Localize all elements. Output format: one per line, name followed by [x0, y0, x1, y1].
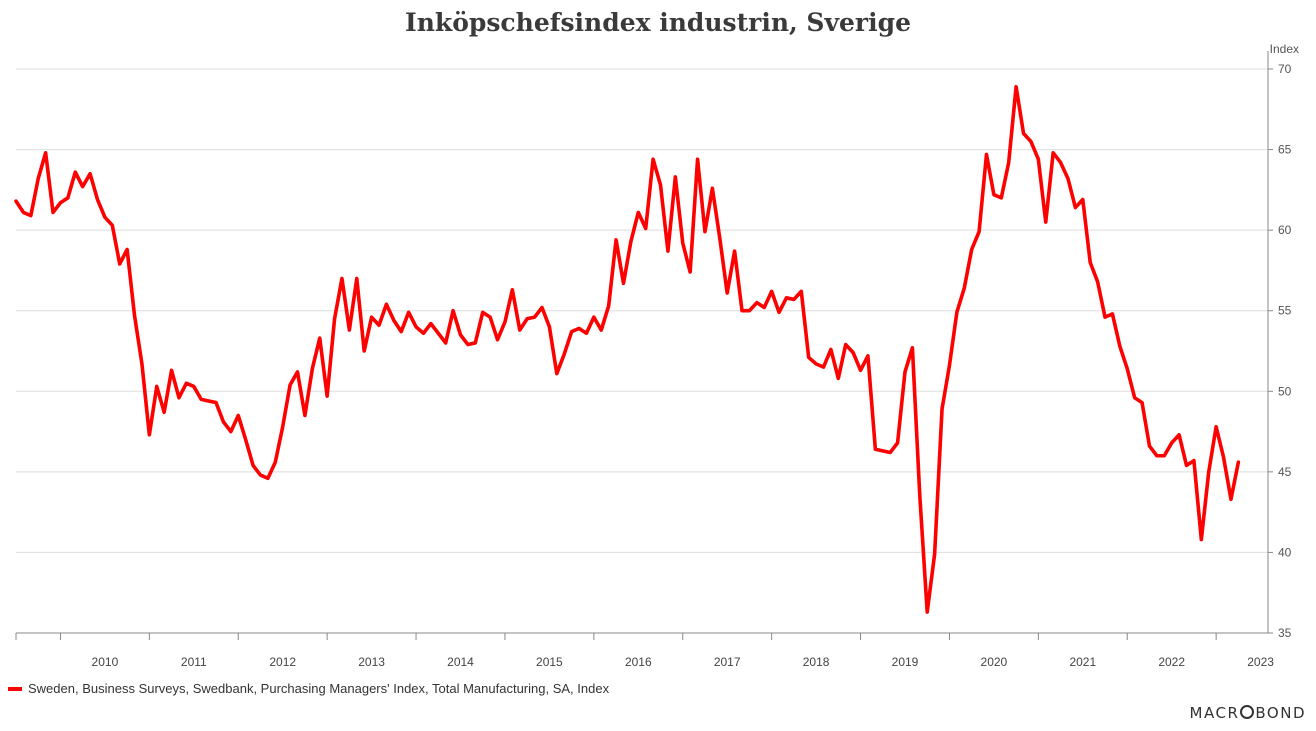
legend-label: Sweden, Business Surveys, Swedbank, Purc… — [28, 681, 610, 696]
y-tick-label: 65 — [1278, 143, 1292, 157]
series-line — [14, 84, 1241, 614]
chart-title: Inköpschefsindex industrin, Sverige — [405, 8, 911, 37]
x-tick-label: 2015 — [536, 655, 563, 669]
x-tick-label: 2012 — [269, 655, 296, 669]
x-tick-label: 2021 — [1069, 655, 1096, 669]
x-tick-label: 2018 — [803, 655, 830, 669]
x-tick-label: 2019 — [892, 655, 919, 669]
x-tick-label: 2014 — [447, 655, 474, 669]
logo-text-left: MACR — [1189, 704, 1240, 722]
y-tick-label: 55 — [1278, 304, 1292, 318]
y-tick-label: 60 — [1278, 223, 1292, 237]
y-tick-label: 70 — [1278, 62, 1292, 76]
x-tick-label: 2011 — [181, 655, 207, 669]
macrobond-logo: MACR BOND — [1190, 704, 1306, 722]
x-tick-label: 2010 — [92, 655, 119, 669]
y-tick-label: 35 — [1278, 626, 1292, 640]
y-tick-label: 40 — [1278, 545, 1292, 559]
x-tick-label: 2020 — [981, 655, 1008, 669]
x-tick-label: 2022 — [1158, 655, 1185, 669]
logo-ring-icon — [1240, 705, 1255, 719]
logo-text-right: BOND — [1255, 704, 1306, 722]
y-axis-label: Index — [1270, 42, 1299, 56]
x-tick-label: 2017 — [714, 655, 741, 669]
x-tick-label: 2016 — [625, 655, 652, 669]
legend-swatch — [8, 686, 22, 691]
gridlines — [16, 68, 1268, 634]
axes: 35 40 45 50 55 60 65 70 2010 2011 2012 2013 2014 2015… — [15, 51, 1292, 669]
x-tick-label: 2013 — [358, 655, 385, 669]
x-tick-label: 2023 — [1247, 655, 1274, 669]
y-tick-label: 45 — [1278, 465, 1292, 479]
y-tick-label: 50 — [1278, 384, 1292, 398]
legend: Sweden, Business Surveys, Swedbank, Purc… — [8, 681, 609, 696]
series-layer — [14, 84, 1241, 614]
